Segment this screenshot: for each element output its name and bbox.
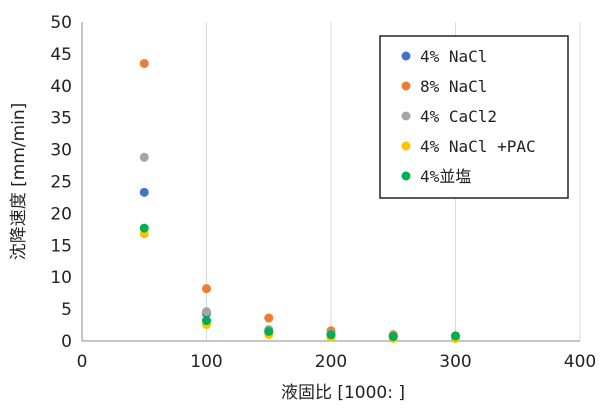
data-points <box>139 58 460 343</box>
x-tick-label: 300 <box>439 352 471 372</box>
y-tick-label: 25 <box>50 173 72 193</box>
x-tick-labels: 0 100 200 300 400 <box>77 352 597 372</box>
data-point <box>202 307 211 317</box>
data-point <box>326 330 336 340</box>
legend-marker <box>401 141 411 151</box>
data-point <box>139 223 149 233</box>
y-tick-label: 50 <box>50 13 72 33</box>
data-point <box>139 187 149 197</box>
y-tick-label: 5 <box>61 300 72 320</box>
legend-label: 4% CaCl2 <box>420 107 497 126</box>
x-tick-label: 200 <box>315 352 347 372</box>
data-point <box>139 58 149 68</box>
x-tick-label: 100 <box>190 352 222 372</box>
legend-marker <box>401 81 411 91</box>
legend-box <box>379 35 569 199</box>
data-point <box>388 332 398 342</box>
legend-label: 8% NaCl <box>420 77 487 96</box>
legend-marker <box>401 51 411 61</box>
data-point <box>202 284 211 294</box>
y-tick-label: 15 <box>50 236 72 256</box>
legend-label: 4% NaCl <box>420 47 487 66</box>
y-tick-label: 20 <box>50 204 72 224</box>
legend-label: 4% NaCl +PAC <box>420 137 536 156</box>
x-tick-label: 400 <box>564 352 596 372</box>
x-tick-label: 0 <box>77 352 88 372</box>
x-axis-label: 液固比 [1000: ] <box>281 383 405 403</box>
legend-label: 4%並塩 <box>420 167 471 186</box>
data-point <box>139 152 149 162</box>
legend-marker <box>401 111 411 121</box>
y-tick-label: 35 <box>50 109 72 129</box>
legend-marker <box>401 171 411 181</box>
data-point <box>264 326 274 336</box>
data-point <box>264 313 274 323</box>
y-tick-label: 40 <box>50 77 72 97</box>
data-point <box>202 316 211 326</box>
y-axis-label: 沈降速度 [mm/min] <box>9 103 29 261</box>
y-tick-labels: 0 5 10 15 20 25 30 35 40 45 50 <box>50 13 72 352</box>
legend: 4% NaCl 8% NaCl 4% CaCl2 4% NaCl +PAC 4%並塩 <box>379 35 569 199</box>
data-point <box>451 331 460 341</box>
y-tick-label: 30 <box>50 141 72 161</box>
y-tick-label: 10 <box>50 268 72 288</box>
y-tick-label: 45 <box>50 45 72 65</box>
y-tick-label: 0 <box>61 332 72 352</box>
